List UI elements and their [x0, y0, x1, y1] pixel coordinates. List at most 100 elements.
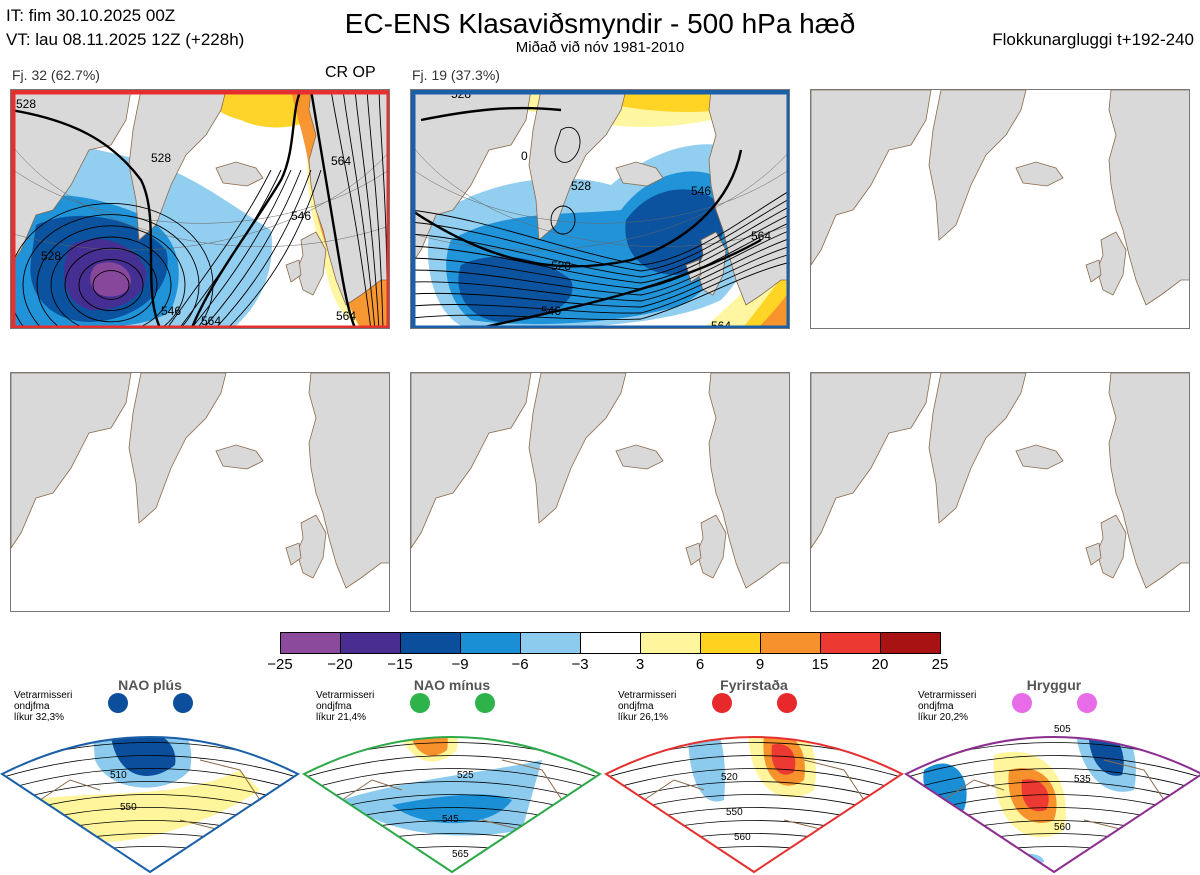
regime-probability-line: Vetrarmisseri — [618, 690, 677, 701]
contour-label: 546 — [691, 184, 711, 198]
colorbar-tick-label: −25 — [267, 656, 293, 673]
regime-probability: Vetrarmisseri ondjfma líkur 20,2% — [918, 690, 976, 723]
colorbar-tick-label: 15 — [811, 656, 829, 673]
regime-contour — [606, 781, 902, 805]
contour-thin-12 — [227, 169, 322, 328]
land-4 — [1096, 514, 1127, 579]
regime-fan-1: 510 550 — [0, 736, 300, 874]
colorbar-segment — [700, 632, 761, 654]
colorbar-segment — [640, 632, 701, 654]
contour-thin-7 — [411, 246, 789, 308]
regime-contour — [606, 755, 902, 779]
regime-border — [904, 736, 1200, 874]
regime-contour-label: 550 — [726, 807, 743, 818]
regime-contour-label: 520 — [721, 772, 738, 783]
map-svg — [811, 90, 1189, 306]
land-2 — [215, 444, 264, 470]
regime-contour-label: 545 — [442, 814, 459, 825]
graticule-2 — [11, 143, 389, 247]
land-5 — [285, 542, 302, 566]
regime-anomaly-3 — [392, 794, 512, 824]
colorbar-segment — [280, 632, 341, 654]
colorbar-tick-label: −15 — [387, 656, 413, 673]
regime-contour-label: 560 — [1054, 822, 1071, 833]
regime-contour — [906, 781, 1200, 805]
regime-contour — [2, 768, 298, 792]
contour-thin-2 — [64, 247, 158, 323]
anomaly-8 — [757, 292, 789, 328]
colorbar-segment — [400, 632, 461, 654]
colorbar-tick-label: −3 — [571, 656, 589, 673]
contour-thin-11 — [215, 169, 312, 328]
regime-contour — [304, 768, 600, 792]
contour-label: 546 — [291, 209, 311, 223]
regime-dot — [410, 693, 430, 713]
init-time: IT: fim 30.10.2025 00Z — [6, 6, 176, 25]
regime-border — [604, 736, 904, 874]
land-0 — [411, 373, 532, 549]
contour-thick-1 — [190, 90, 303, 328]
land-masses — [811, 373, 1189, 589]
contour-label: 546 — [541, 304, 561, 318]
regime-anomaly-1 — [110, 737, 176, 776]
map-svg — [811, 373, 1189, 589]
regime-name: Hryggur — [1026, 677, 1082, 693]
graticule-0 — [11, 151, 389, 251]
colorbar-tick-label: −9 — [451, 656, 469, 673]
map-svg — [411, 373, 789, 589]
regime-probability: Vetrarmisseri ondjfma líkur 26,1% — [618, 690, 676, 723]
contour-thick-2 — [309, 90, 357, 328]
empty-panel-3 — [810, 89, 1190, 329]
empty-panel-6 — [810, 372, 1190, 612]
contour-label: 564 — [711, 319, 731, 329]
regime-probability-line: Vetrarmisseri — [918, 690, 977, 701]
land-3 — [308, 373, 389, 589]
contour-thin-7 — [166, 169, 272, 328]
land-5 — [285, 259, 302, 283]
contour-thick-0 — [11, 108, 162, 328]
regime-contour-label: 510 — [110, 770, 127, 781]
contour-label: 564 — [336, 309, 356, 323]
regime-dot — [712, 693, 732, 713]
header-times: IT: fim 30.10.2025 00Z VT: lau 08.11.202… — [6, 4, 244, 52]
height-contours: 528 528 528 546 546 564 564 0 — [411, 90, 789, 329]
contour-thin-5 — [22, 214, 200, 328]
land-masses — [11, 373, 389, 589]
regime-contour — [606, 768, 902, 792]
land-masses — [411, 373, 789, 589]
regime-contour-label: 505 — [1054, 724, 1071, 735]
contour-thick-2 — [474, 238, 762, 328]
graticule — [11, 143, 389, 251]
contour-label: 0 — [521, 149, 528, 163]
regime-probability-line: ondjfma — [316, 701, 352, 712]
colorbar-tick-label: 3 — [635, 656, 645, 673]
contour-thick-1 — [420, 106, 562, 122]
colorbar-tick-label: 9 — [755, 656, 765, 673]
land-0 — [811, 90, 932, 266]
contour-label: 528 — [451, 90, 471, 101]
land-2 — [1015, 444, 1064, 470]
map-svg: 528 528 528 546 546 564 564 564 — [11, 90, 389, 328]
regime-name: Fyrirstaða — [720, 677, 788, 693]
regime-border — [0, 736, 300, 874]
contour-thin-11 — [554, 127, 581, 163]
regime-contour — [906, 755, 1200, 779]
land-1 — [528, 373, 627, 524]
regime-dot — [173, 693, 193, 713]
contour-thin-10 — [203, 169, 302, 328]
graticule-1 — [411, 167, 789, 224]
land-3 — [1108, 90, 1189, 306]
land-2 — [615, 444, 664, 470]
land-1 — [928, 90, 1027, 241]
map-svg: 528 528 528 546 546 564 564 0 — [411, 90, 789, 329]
land-3 — [708, 373, 789, 589]
contour-thin-0 — [92, 270, 130, 300]
land-1 — [928, 373, 1027, 524]
regime-probability-line: ondjfma — [618, 701, 654, 712]
contour-label: 528 — [41, 249, 61, 263]
page-subtitle: Miðað við nóv 1981-2010 — [515, 39, 685, 56]
regime-contour — [906, 768, 1200, 792]
regime-probability-line: líkur 21,4% — [316, 712, 367, 723]
land-masses — [811, 90, 1189, 306]
land-2 — [215, 161, 264, 187]
